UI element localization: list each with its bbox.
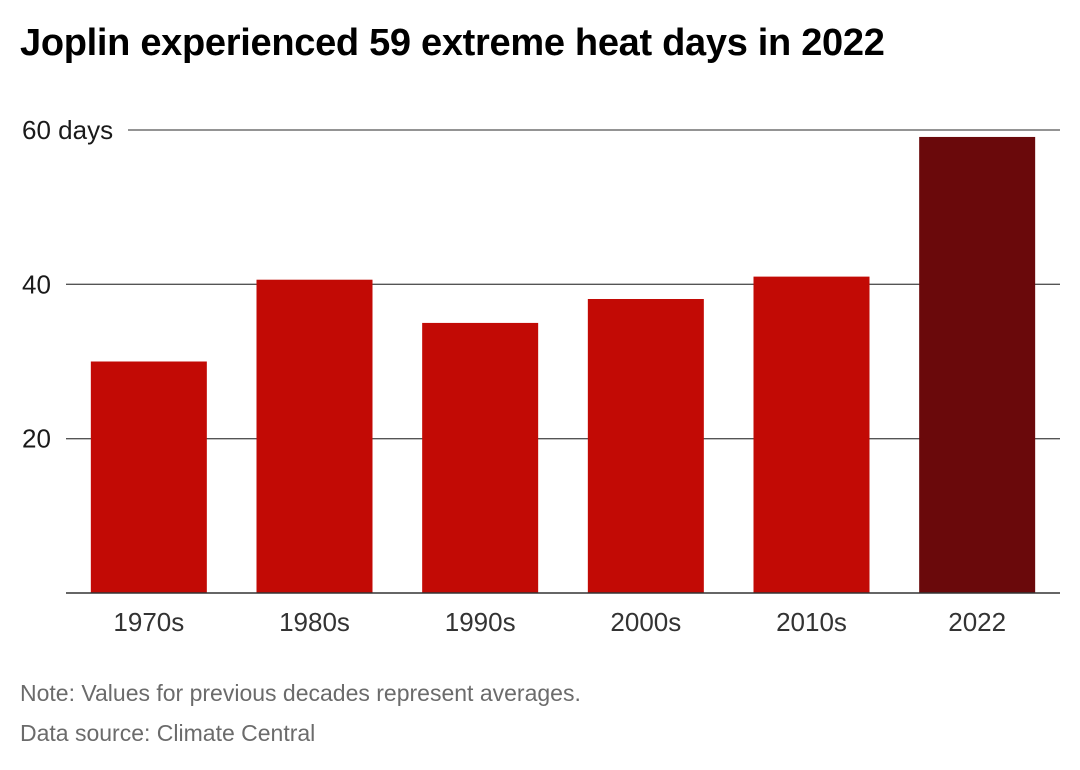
x-tick-label: 2022 bbox=[948, 607, 1006, 637]
bars bbox=[90, 136, 1036, 593]
x-tick-label: 2000s bbox=[610, 607, 681, 637]
x-tick-label: 1970s bbox=[113, 607, 184, 637]
chart-note: Note: Values for previous decades repres… bbox=[20, 680, 581, 706]
bar-2022 bbox=[919, 136, 1036, 593]
bar-1990s bbox=[422, 322, 539, 593]
x-tick-label: 2010s bbox=[776, 607, 847, 637]
gridlines bbox=[66, 129, 1060, 440]
bar-2010s bbox=[753, 276, 870, 593]
x-tick-label: 1990s bbox=[445, 607, 516, 637]
bar-chart: 20 40 60 days 1970s 1980s 1990s 2000s 2010s 2022 bbox=[22, 115, 1060, 637]
data-source: Data source: Climate Central bbox=[20, 720, 316, 746]
x-tick-label: 1980s bbox=[279, 607, 350, 637]
y-tick-label: 20 bbox=[22, 424, 51, 454]
bar-1970s bbox=[90, 361, 207, 593]
bar-2000s bbox=[587, 298, 704, 593]
chart-title: Joplin experienced 59 extreme heat days … bbox=[20, 22, 885, 64]
y-tick-label: 40 bbox=[22, 269, 51, 299]
y-tick-label: 60 days bbox=[22, 115, 113, 145]
bar-1980s bbox=[256, 279, 373, 593]
axes: 20 40 60 days 1970s 1980s 1990s 2000s 2010s 2022 bbox=[22, 115, 1060, 637]
